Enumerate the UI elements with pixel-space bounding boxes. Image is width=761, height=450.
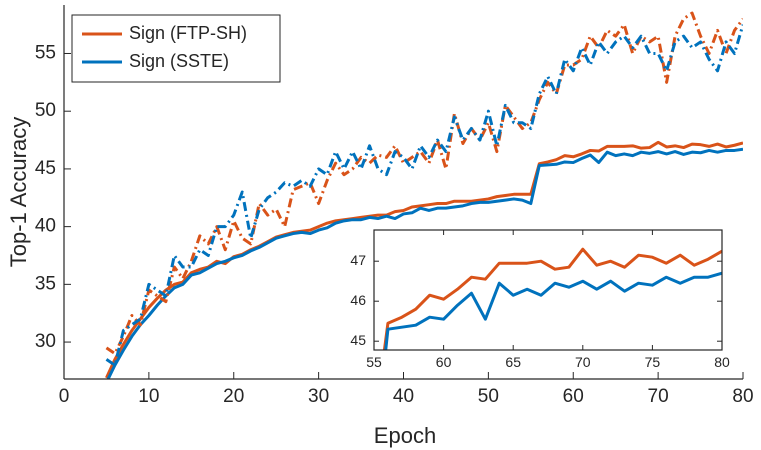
legend-label: Sign (SSTE)	[129, 51, 229, 71]
x-tick-label: 70	[575, 354, 591, 370]
x-tick-label: 65	[505, 354, 521, 370]
series-line	[105, 140, 743, 379]
x-tick-label: 50	[478, 386, 499, 407]
series-line	[105, 24, 743, 367]
x-tick-label: 60	[563, 386, 584, 407]
x-tick-label: 80	[732, 386, 753, 407]
x-tick-label: 55	[366, 354, 382, 370]
x-axis-label: Epoch	[374, 423, 436, 448]
x-tick-label: 60	[436, 354, 452, 370]
y-tick-label: 30	[35, 331, 56, 352]
y-tick-label: 45	[35, 158, 56, 179]
x-tick-label: 70	[648, 386, 669, 407]
plot-area	[105, 11, 743, 379]
y-tick-label: 35	[35, 273, 56, 294]
series-line	[105, 11, 743, 356]
x-tick-label: 20	[223, 386, 244, 407]
y-tick-label: 55	[35, 42, 56, 63]
x-tick-label: 80	[714, 354, 730, 370]
y-tick-label: 46	[350, 292, 366, 308]
legend-label: Sign (FTP-SH)	[129, 23, 247, 43]
y-tick-label: 45	[350, 332, 366, 348]
y-axis-label: Top-1 Accuracy	[6, 117, 31, 267]
series-line	[382, 247, 722, 350]
x-tick-label: 40	[393, 386, 414, 407]
legend-box	[71, 14, 281, 83]
x-tick-label: 10	[138, 386, 159, 407]
x-tick-label: 0	[59, 386, 70, 407]
plot-area	[382, 247, 722, 350]
y-tick-label: 40	[35, 216, 56, 237]
series-line	[106, 147, 743, 379]
x-tick-label: 30	[308, 386, 329, 407]
series-line	[384, 271, 722, 350]
y-tick-label: 50	[35, 100, 56, 121]
y-tick-label: 47	[350, 252, 366, 268]
axes-box	[373, 229, 723, 351]
x-tick-label: 75	[645, 354, 661, 370]
